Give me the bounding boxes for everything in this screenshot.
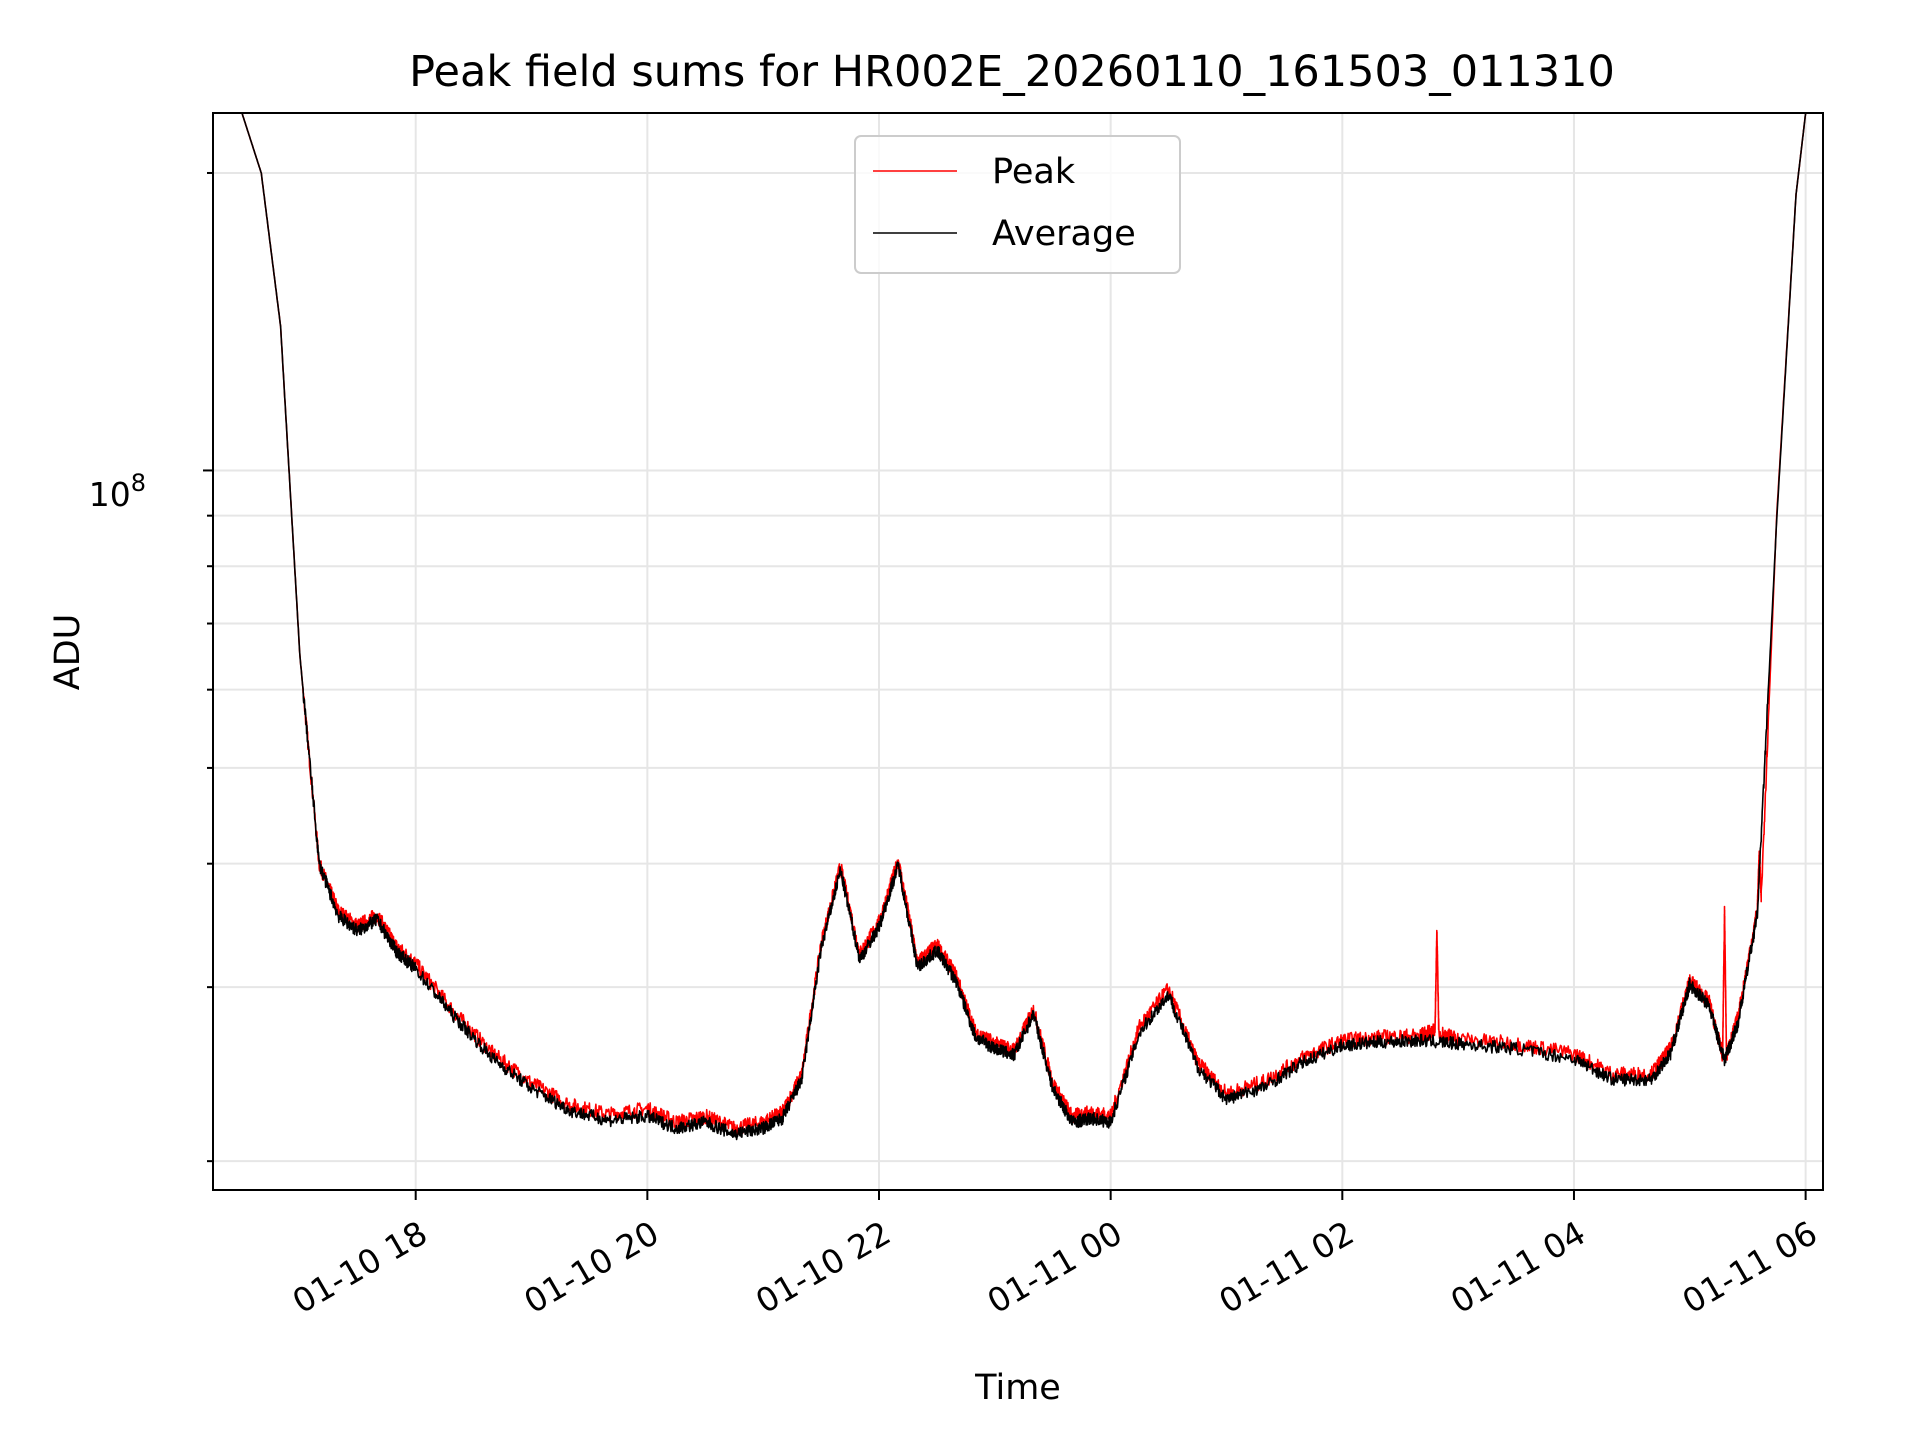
plot-frame <box>212 112 1824 1191</box>
legend-average-label: Average <box>992 214 1136 254</box>
y-axis-ticks <box>203 171 213 1163</box>
peak-series-line <box>241 113 1807 1136</box>
y-tick-base: 10 <box>89 475 131 514</box>
y-tick-label-major: 108 <box>89 469 146 514</box>
legend: Peak Average <box>854 135 1181 274</box>
chart-title: Peak field sums for HR002E_20260110_1615… <box>409 47 1615 97</box>
y-axis-label: ADU <box>48 614 88 691</box>
average-series-line <box>241 113 1807 1141</box>
y-tick-exponent: 8 <box>131 469 146 497</box>
plot-area <box>241 113 1807 1141</box>
grid-lines <box>213 113 1823 1190</box>
legend-peak-label: Peak <box>992 152 1076 192</box>
x-axis-label: Time <box>974 1368 1061 1408</box>
